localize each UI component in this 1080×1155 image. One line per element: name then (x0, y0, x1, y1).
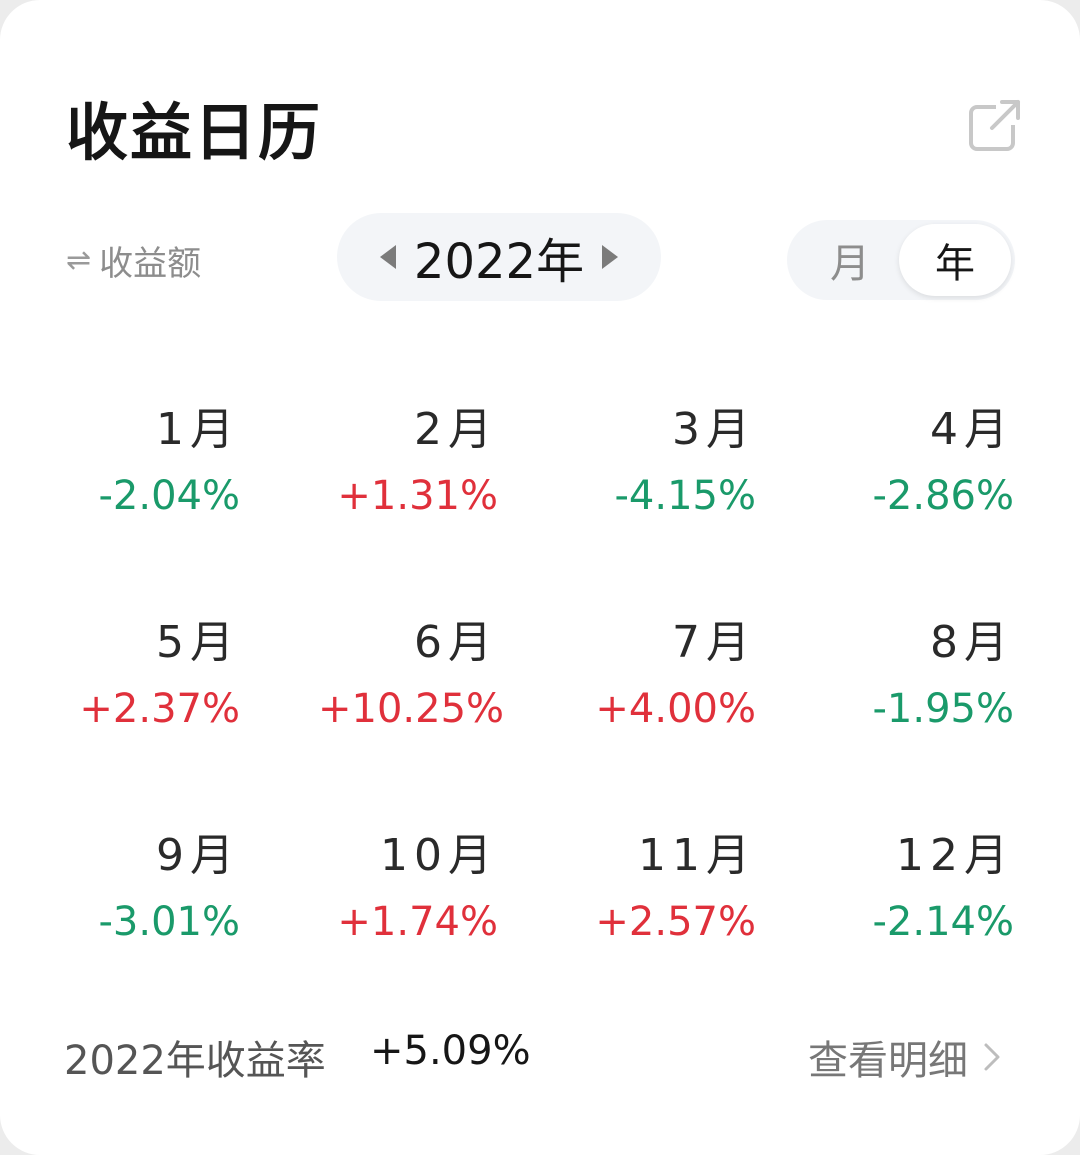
month-label: 11月 (638, 830, 756, 881)
month-cell-4[interactable]: 4月 -2.86% (834, 400, 1014, 526)
caret-left-icon[interactable] (379, 245, 396, 269)
month-label: 4月 (930, 404, 1014, 455)
month-label: 1月 (156, 404, 240, 455)
month-label: 3月 (672, 404, 756, 455)
month-cell-5[interactable]: 5月 +2.37% (60, 613, 240, 739)
month-cell-3[interactable]: 3月 -4.15% (576, 400, 756, 526)
month-label: 5月 (156, 617, 240, 668)
month-return: -2.04% (98, 473, 240, 519)
view-toggle: 月 年 (787, 220, 1015, 300)
month-cell-7[interactable]: 7月 +4.00% (576, 613, 756, 739)
month-return: -1.95% (872, 686, 1014, 732)
month-cell-1[interactable]: 1月 -2.04% (60, 400, 240, 526)
caret-right-icon[interactable] (602, 245, 619, 269)
month-return: -3.01% (98, 899, 240, 945)
page-title: 收益日历 (66, 96, 323, 169)
chevron-right-icon (984, 1043, 1000, 1071)
view-details-link[interactable]: 查看明细 (808, 1028, 1002, 1086)
year-selector: 2022年 (337, 213, 661, 301)
month-return: +2.37% (79, 686, 240, 732)
share-icon[interactable] (966, 96, 1024, 154)
view-toggle-year[interactable]: 年 (899, 224, 1011, 296)
month-cell-8[interactable]: 8月 -1.95% (834, 613, 1014, 739)
month-label: 12月 (896, 830, 1014, 881)
month-label: 9月 (156, 830, 240, 881)
month-cell-10[interactable]: 10月 +1.74% (318, 826, 498, 952)
view-toggle-month[interactable]: 月 (830, 241, 870, 287)
month-label: 7月 (672, 617, 756, 668)
metric-toggle-label: 收益额 (99, 244, 202, 284)
annual-return-value: +5.09% (370, 1028, 531, 1074)
month-grid: 1月 -2.04% 2月 +1.31% 3月 -4.15% 4月 -2.86% … (60, 400, 1020, 960)
month-return: -2.14% (872, 899, 1014, 945)
month-cell-9[interactable]: 9月 -3.01% (60, 826, 240, 952)
swap-icon: ⇌ (66, 243, 92, 278)
month-cell-12[interactable]: 12月 -2.14% (834, 826, 1014, 952)
month-label: 10月 (380, 830, 498, 881)
month-return: +1.74% (337, 899, 498, 945)
month-cell-2[interactable]: 2月 +1.31% (318, 400, 498, 526)
year-label: 2022年 (413, 234, 585, 290)
view-details-label: 查看明细 (808, 1038, 968, 1084)
month-return: +10.25% (318, 686, 505, 732)
month-label: 6月 (414, 617, 498, 668)
annual-return-label: 2022年收益率 (64, 1038, 326, 1084)
month-label: 8月 (930, 617, 1014, 668)
month-return: -4.15% (614, 473, 756, 519)
month-return: +2.57% (595, 899, 756, 945)
metric-toggle[interactable]: ⇌ 收益额 (66, 236, 201, 285)
month-return: -2.86% (872, 473, 1014, 519)
month-cell-11[interactable]: 11月 +2.57% (576, 826, 756, 952)
month-cell-6[interactable]: 6月 +10.25% (318, 613, 505, 739)
month-return: +1.31% (337, 473, 498, 519)
month-label: 2月 (414, 404, 498, 455)
month-return: +4.00% (595, 686, 756, 732)
